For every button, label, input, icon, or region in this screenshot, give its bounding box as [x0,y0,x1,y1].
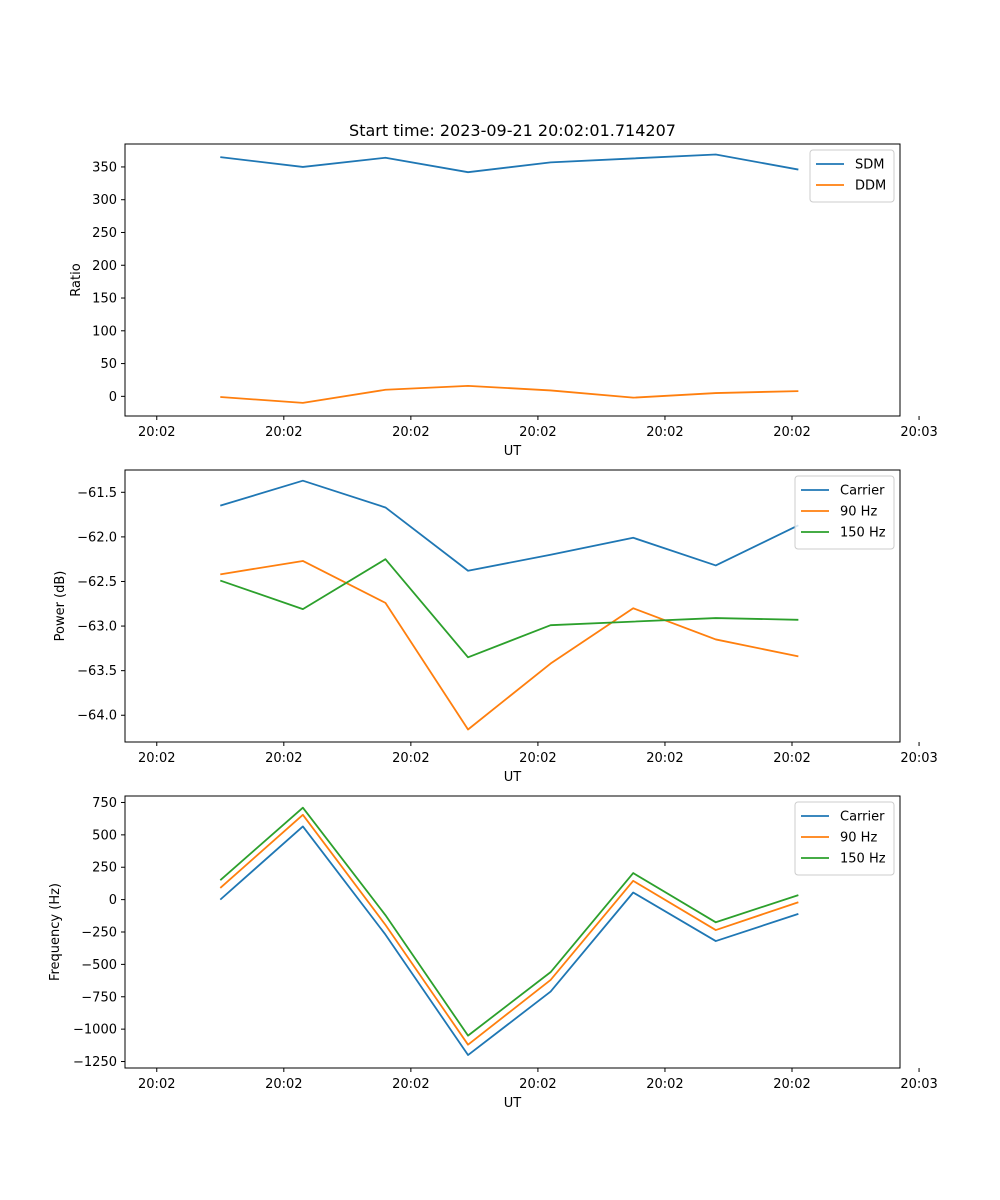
axes-frame [124,143,901,417]
panels: 20:02 20:02 20:02 20:02 20:02 20:02 20:03 0 50 10… [48,143,938,1111]
legend-label: Carrier [840,484,885,499]
y-tick-label: 0 [109,390,117,405]
y-tick-label: −63.0 [77,620,117,635]
y-tick-label: 750 [92,796,117,811]
legend: Carrier 90 Hz 150 Hz [794,801,895,876]
y-axis-label: Frequency (Hz) [48,883,63,981]
y-tick-label: −1000 [73,1023,117,1038]
y-tick-label: 250 [92,226,117,241]
x-tick-label: 20:02 [265,425,302,440]
x-tick-label: 20:03 [900,425,937,440]
y-tick-label: 500 [92,828,117,843]
y-tick-label: −62.0 [77,530,117,545]
legend-box [809,149,895,203]
x-tick-label: 20:02 [265,1077,302,1092]
panel-frequency: 20:02 20:02 20:02 20:02 20:02 20:02 20:03 −1250… [48,795,938,1111]
legend-label: Carrier [840,810,885,825]
x-tick-label: 20:02 [646,1077,683,1092]
y-tick-label: 300 [92,193,117,208]
y-tick-label: 350 [92,160,117,175]
x-tick-label: 20:02 [519,751,556,766]
legend-label: SDM [855,158,884,173]
series-line-90-hz [219,813,799,1046]
x-tick-label: 20:02 [773,751,810,766]
series-line-ddm [220,384,799,404]
y-tick-label: −63.5 [77,664,117,679]
y-tick-label: −750 [81,990,117,1005]
y-tick-label: 200 [92,259,117,274]
x-tick-label: 20:02 [138,425,175,440]
x-tick-label: 20:02 [265,751,302,766]
series-line-carrier [219,825,799,1056]
y-tick-label: 100 [92,324,117,339]
legend: Carrier 90 Hz 150 Hz [794,475,895,550]
y-axis-label: Power (dB) [53,571,68,642]
x-tick-label: 20:02 [646,425,683,440]
y-tick-label: −250 [81,926,117,941]
axes-frame [124,469,901,743]
legend-box [794,475,895,550]
x-tick-label: 20:03 [900,751,937,766]
x-tick-label: 20:02 [773,1077,810,1092]
legend: SDM DDM [809,149,895,203]
series-line-90-hz [220,560,799,731]
legend-label: 150 Hz [840,526,886,541]
series-line-sdm [220,153,799,174]
y-tick-label: −500 [81,958,117,973]
x-tick-label: 20:02 [519,1077,556,1092]
axes-frame [124,795,901,1069]
x-tick-label: 20:02 [773,425,810,440]
y-tick-label: −64.0 [77,709,117,724]
x-axis-label: UT [504,444,522,459]
legend-label: 90 Hz [840,505,877,520]
figure-title: Start time: 2023-09-21 20:02:01.714207 [349,121,676,140]
series-line-150-hz [219,806,799,1037]
x-tick-label: 20:02 [392,751,429,766]
y-tick-label: −1250 [73,1055,117,1070]
y-tick-label: −61.5 [77,486,117,501]
panel-power: 20:02 20:02 20:02 20:02 20:02 20:02 20:03 −64.0… [53,469,938,785]
x-tick-label: 20:03 [900,1077,937,1092]
legend-box [794,801,895,876]
panel-ratio: 20:02 20:02 20:02 20:02 20:02 20:02 20:03 0 50 10… [69,143,938,459]
x-tick-label: 20:02 [392,425,429,440]
y-tick-label: 150 [92,292,117,307]
x-tick-label: 20:02 [519,425,556,440]
x-tick-label: 20:02 [138,1077,175,1092]
series-line-carrier [220,479,799,572]
y-axis-label: Ratio [69,263,84,296]
y-tick-label: 0 [109,893,117,908]
x-axis-label: UT [504,1096,522,1111]
x-tick-label: 20:02 [392,1077,429,1092]
legend-label: 150 Hz [840,852,886,867]
legend-label: 90 Hz [840,831,877,846]
y-tick-label: 50 [100,357,117,372]
y-tick-label: −62.5 [77,575,117,590]
x-tick-label: 20:02 [138,751,175,766]
series-line-150-hz [219,558,799,659]
y-tick-label: 250 [92,861,117,876]
x-tick-label: 20:02 [646,751,683,766]
legend-label: DDM [855,179,886,194]
x-axis-label: UT [504,770,522,785]
